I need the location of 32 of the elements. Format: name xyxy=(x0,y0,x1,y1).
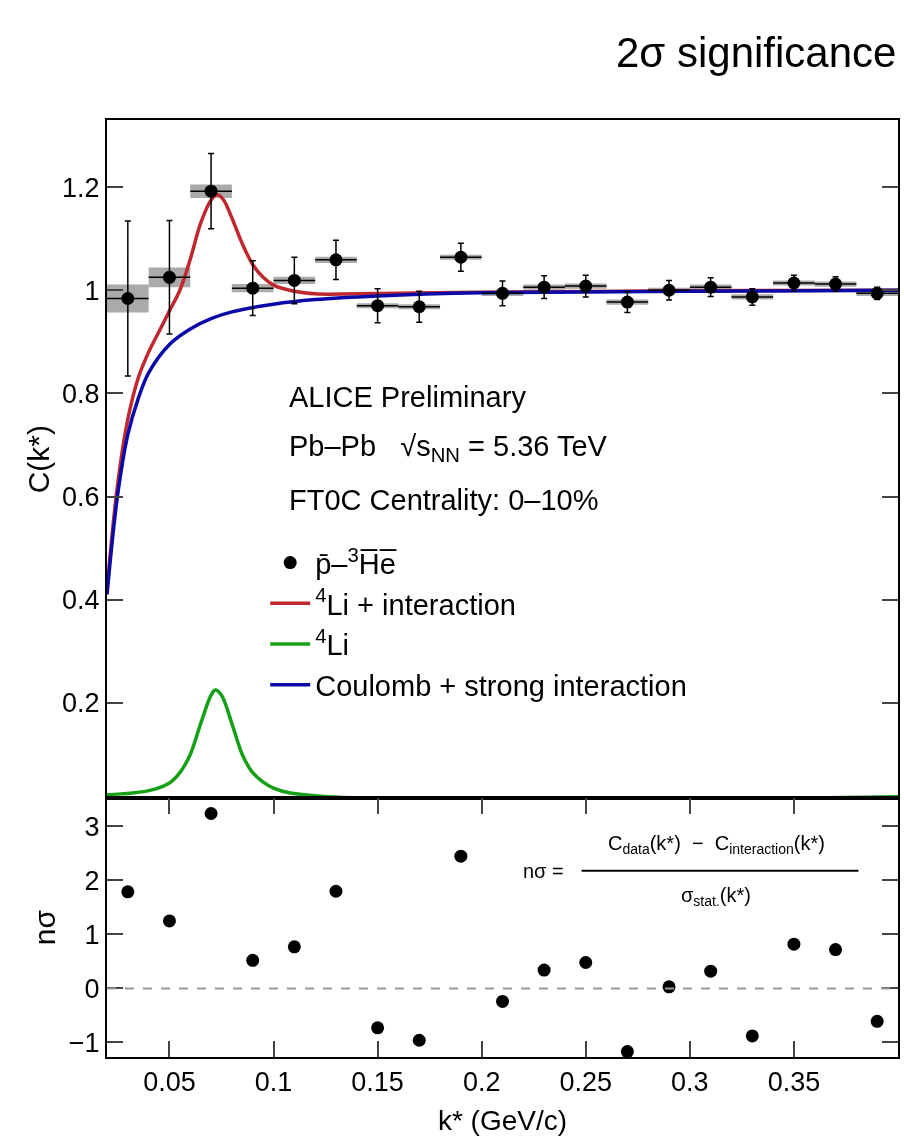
x-tick-label: 0.3 xyxy=(671,1067,709,1098)
chart-title: 2σ significance xyxy=(616,29,897,76)
annotation: Pb–Pb √s$_{NN}$ = 5.36 TeV xyxy=(289,430,608,467)
y-axis-title: nσ xyxy=(28,909,62,946)
x-tick-label: 0.2 xyxy=(462,1067,501,1098)
x-tick-label: 0.35 xyxy=(767,1067,821,1098)
y-tick-label: 0.4 xyxy=(62,585,100,616)
legend-label: $^{4}$Li xyxy=(315,625,350,662)
y-tick-label: 0.2 xyxy=(62,688,100,719)
y-tick-label: 0.6 xyxy=(62,482,100,513)
legend-label: $^{4}$Li + interaction xyxy=(315,584,516,621)
y-tick-label: 2 xyxy=(84,865,100,896)
y-tick-label: 3 xyxy=(84,811,100,842)
annotation: C$_{data}$(k*) − C$_{interaction}$(k*) xyxy=(608,832,825,858)
annotation: nσ = xyxy=(523,860,564,882)
x-tick-label: 0.1 xyxy=(254,1067,293,1098)
annotation: FT0C Centrality: 0–10% xyxy=(289,484,599,516)
legend-label: p̄–$^{3}$H̅e̅ xyxy=(315,543,397,580)
y-tick-label: 1 xyxy=(84,275,100,306)
x-tick-label: 0.15 xyxy=(351,1067,404,1098)
y-tick-label: −1 xyxy=(68,1027,100,1058)
y-axis-title: C(k*) xyxy=(21,425,55,494)
x-tick-label: 0.25 xyxy=(559,1067,613,1098)
y-tick-label: 0 xyxy=(84,973,100,1004)
y-tick-label: 1 xyxy=(84,919,100,950)
x-tick-label: 0.05 xyxy=(143,1067,196,1098)
y-tick-label: 0.8 xyxy=(62,378,100,409)
y-tick-label: 1.2 xyxy=(62,172,100,203)
legend-label: Coulomb + strong interaction xyxy=(315,669,687,702)
x-axis-title: k* (GeV/c) xyxy=(437,1105,568,1136)
annotation: ALICE Preliminary xyxy=(289,381,527,413)
annotation: σ$_{stat.}$(k*) xyxy=(681,884,751,910)
